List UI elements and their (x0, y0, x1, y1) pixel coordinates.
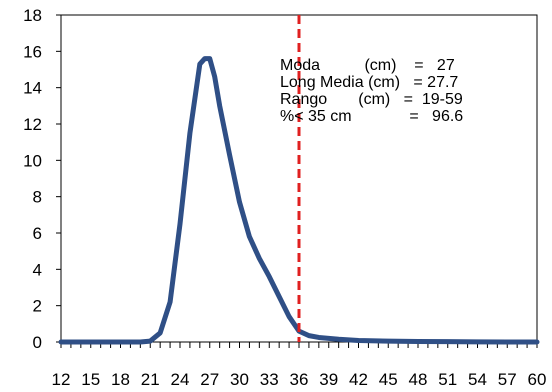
x-tick-label: 30 (230, 370, 249, 389)
x-axis: 12 15 18 21 24 27 30 33 36 39 42 45 48 51 54 57 60 (52, 342, 547, 389)
y-tick-label: 4 (33, 260, 42, 279)
y-tick-label: 10 (23, 151, 42, 170)
x-tick-label: 36 (290, 370, 309, 389)
x-tick-label: 51 (438, 370, 457, 389)
y-tick-label: 6 (33, 224, 42, 243)
x-tick-label: 33 (260, 370, 279, 389)
x-tick-label: 54 (468, 370, 487, 389)
y-tick-label: 18 (23, 6, 42, 25)
x-tick-label: 12 (52, 370, 71, 389)
annotation-rango: Rango (cm) = 19-59 (280, 91, 463, 108)
x-tick-label: 18 (111, 370, 130, 389)
x-tick-label: 21 (141, 370, 160, 389)
x-tick-label: 48 (409, 370, 428, 389)
annotation-long-media: Long Media (cm) = 27.7 (280, 74, 459, 91)
x-tick-label: 27 (200, 370, 219, 389)
x-tick-label: 45 (379, 370, 398, 389)
y-tick-label: 12 (23, 115, 42, 134)
series-line (58, 56, 540, 345)
y-tick-label: 14 (23, 79, 42, 98)
annotation-percent-under-35: %< 35 cm = 96.6 (280, 108, 464, 125)
y-tick-label: 2 (33, 297, 42, 316)
x-tick-label: 60 (528, 370, 547, 389)
x-tick-label: 24 (171, 370, 190, 389)
x-tick-label: 39 (319, 370, 338, 389)
y-axis: 0 2 4 6 8 10 12 14 16 18 (23, 6, 61, 352)
x-tick-label: 15 (81, 370, 100, 389)
x-tick-label: 42 (349, 370, 368, 389)
y-tick-label: 16 (23, 42, 42, 61)
y-tick-label: 8 (33, 188, 42, 207)
y-tick-label: 0 (33, 333, 42, 352)
annotation-moda: Moda (cm) = 27 (280, 57, 455, 74)
x-tick-label: 57 (498, 370, 517, 389)
